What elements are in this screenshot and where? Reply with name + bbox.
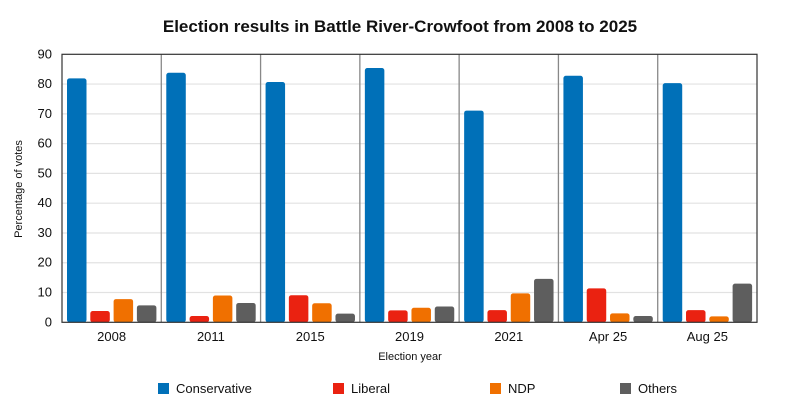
x-tick-label: Aug 25 [687,329,728,344]
legend-label-others: Others [638,381,678,396]
bar-others-2019 [434,306,455,323]
bar-liberal-aug-25 [686,310,706,323]
bar-conservative-aug-25 [662,83,683,323]
x-tick-label: 2008 [97,329,126,344]
bar-ndp-apr-25 [610,313,630,323]
y-tick-label: 30 [38,225,52,240]
plot-frame [61,53,758,323]
bar-ndp-aug-25 [709,316,729,323]
y-tick-label: 20 [38,255,52,270]
x-tick-label: Apr 25 [589,329,627,344]
legend-label-liberal: Liberal [351,381,390,396]
y-tick-label: 80 [38,76,52,91]
bar-liberal-apr-25 [586,288,607,323]
y-tick-label: 50 [38,165,52,180]
bar-ndp-2011 [212,295,233,323]
x-tick-label: 2021 [494,329,523,344]
x-tick-label: 2015 [296,329,325,344]
bar-liberal-2015 [288,295,309,323]
legend-swatch-liberal [333,383,344,394]
bar-others-2008 [136,305,157,323]
bar-conservative-apr-25 [563,75,583,323]
x-tick-label: 2011 [197,329,225,344]
bar-others-2015 [335,313,355,323]
bar-others-2021 [534,278,554,323]
bar-conservative-2008 [67,78,87,323]
y-tick-label: 0 [45,314,52,329]
bar-others-apr-25 [633,316,653,323]
bar-conservative-2021 [464,110,484,323]
bar-ndp-2015 [312,303,332,323]
y-tick-label: 40 [38,195,52,210]
bar-ndp-2021 [510,293,531,323]
legend-swatch-conservative [158,383,169,394]
y-tick-label: 90 [38,46,52,61]
chart-title: Election results in Battle River-Crowfoo… [163,17,637,36]
y-tick-label: 70 [38,106,52,121]
bar-ndp-2019 [411,307,431,323]
bar-liberal-2021 [487,310,507,323]
x-axis-label: Election year [378,351,442,363]
y-tick-label: 10 [38,285,52,300]
bar-liberal-2011 [189,316,210,323]
legend-swatch-ndp [490,383,501,394]
y-tick-label: 60 [38,136,52,151]
bar-ndp-2008 [113,299,134,323]
bar-conservative-2019 [364,67,385,323]
legend-label-ndp: NDP [508,381,535,396]
x-tick-label: 2019 [395,329,424,344]
bar-conservative-2011 [166,72,186,323]
bar-others-2011 [236,302,256,323]
bar-liberal-2019 [388,310,408,323]
bar-conservative-2015 [265,81,286,323]
legend-label-conservative: Conservative [176,381,252,396]
legend-swatch-others [620,383,631,394]
y-axis-label: Percentage of votes [13,140,25,238]
bar-others-aug-25 [732,283,753,323]
bar-liberal-2008 [90,310,110,323]
